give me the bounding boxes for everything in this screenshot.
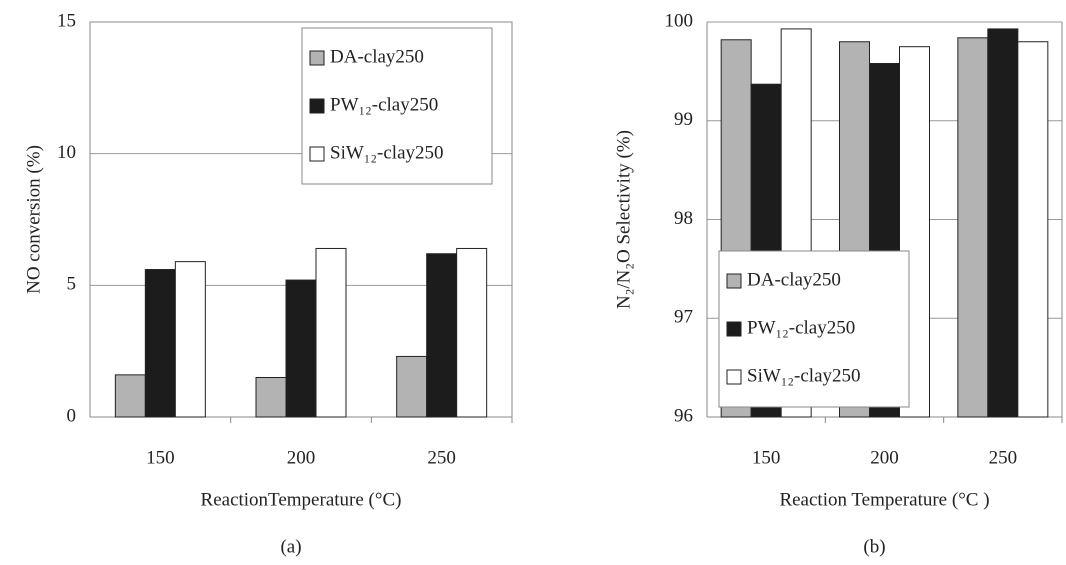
y-tick-label: 99 <box>674 109 693 130</box>
bar <box>456 247 488 418</box>
legend-swatch <box>309 146 325 162</box>
bar <box>1017 41 1049 418</box>
y-tick-label: 10 <box>57 142 76 163</box>
panel-label: (a) <box>280 536 301 557</box>
x-tick-label: 150 <box>146 447 175 468</box>
x-axis-title: ReactionTemperature (°C) <box>201 489 402 510</box>
bar <box>174 261 206 418</box>
legend-swatch <box>309 50 325 66</box>
legend-label: SiW₁₂-clay250 <box>330 142 444 163</box>
y-axis-title: NO conversion (%) <box>23 145 44 294</box>
y-tick-label: 98 <box>674 208 693 229</box>
legend-label: SiW₁₂-clay250 <box>747 365 861 386</box>
bar <box>315 247 347 418</box>
x-tick-label: 250 <box>427 447 456 468</box>
bar <box>426 253 458 418</box>
legend-box <box>718 250 910 408</box>
legend-label: DA-clay250 <box>747 269 841 290</box>
bar <box>957 37 989 418</box>
y-tick-label: 0 <box>67 405 77 426</box>
x-tick-label: 200 <box>287 447 316 468</box>
y-tick-label: 96 <box>674 405 693 426</box>
bar <box>144 269 176 418</box>
legend-swatch <box>726 321 742 337</box>
x-axis-title: Reaction Temperature (°C ) <box>779 489 989 510</box>
legend-label: DA-clay250 <box>330 46 424 67</box>
legend-swatch <box>726 369 742 385</box>
bar <box>987 28 1019 418</box>
bar <box>396 355 428 418</box>
legend-swatch <box>726 273 742 289</box>
legend-label: PW₁₂-clay250 <box>330 94 438 115</box>
legend-swatch <box>309 98 325 114</box>
x-tick-label: 150 <box>752 447 781 468</box>
x-tick-label: 250 <box>989 447 1018 468</box>
y-tick-label: 100 <box>665 10 694 31</box>
panel-label: (b) <box>863 536 885 557</box>
y-axis-title: N₂/N₂O Selectivity (%) <box>613 130 634 309</box>
x-tick-label: 200 <box>870 447 899 468</box>
bar <box>285 279 317 418</box>
y-tick-label: 5 <box>67 274 77 295</box>
bar <box>114 374 146 418</box>
y-tick-label: 15 <box>57 10 76 31</box>
y-tick-label: 97 <box>674 307 693 328</box>
legend-label: PW₁₂-clay250 <box>747 317 855 338</box>
legend-box <box>301 27 493 185</box>
bar <box>255 377 287 418</box>
